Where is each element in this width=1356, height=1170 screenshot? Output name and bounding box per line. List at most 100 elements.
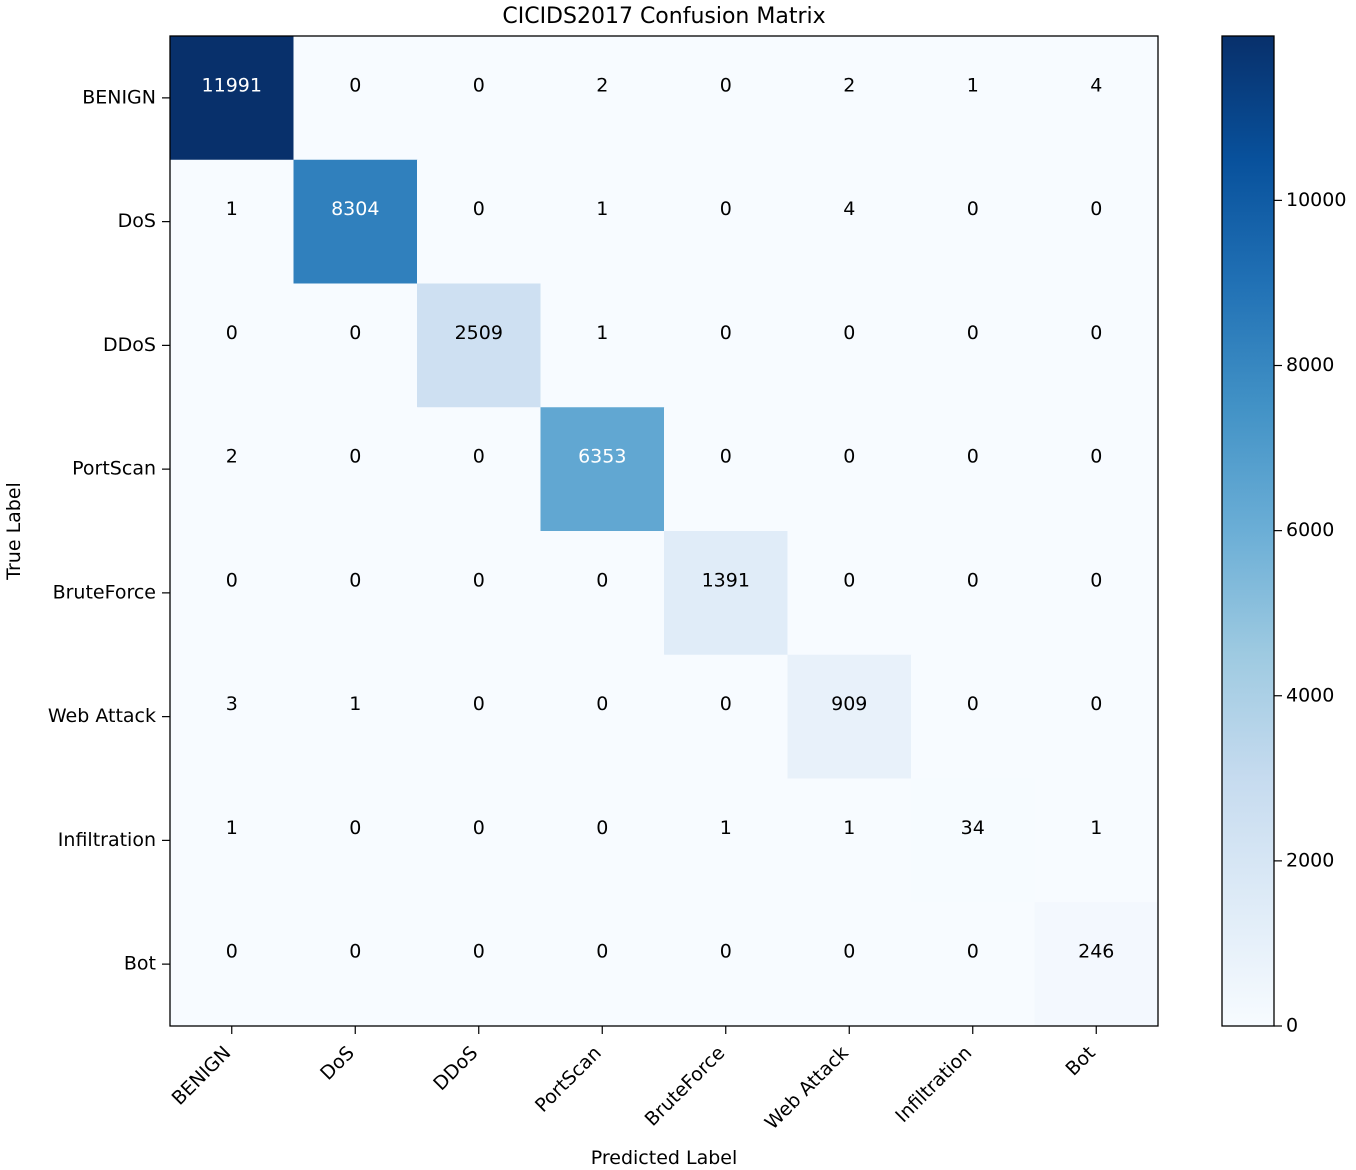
cell-value-labels: 11991 0 0 2 0 2 1 4 1 8304 0 1 0 4 0 0 0 0 2509 1 0 0 0 0 2 0 0 635…: [202, 74, 1115, 962]
heatmap-cell: [1034, 159, 1159, 284]
cell-value-label: 1: [843, 817, 855, 839]
colorbar-tick-label: 0: [1286, 1015, 1298, 1037]
colorbar-tick-label: 2000: [1286, 849, 1334, 871]
colorbar-tick-label: 8000: [1286, 354, 1334, 376]
x-tick-label-ddos: DDoS: [429, 1042, 482, 1095]
heatmap-cell: [1034, 902, 1159, 1027]
cell-value-label: 0: [720, 74, 732, 96]
heatmap-cell: [293, 36, 418, 161]
colorbar-tick-label: 4000: [1286, 684, 1334, 706]
cell-value-label: 1: [226, 817, 238, 839]
heatmap-cell: [1034, 407, 1159, 532]
x-tick-label-bot: Bot: [1062, 1042, 1100, 1080]
heatmap-cell: [170, 407, 294, 532]
heatmap-cell: [540, 36, 665, 161]
heatmap-cell: [293, 778, 418, 903]
heatmap-cell: [1034, 654, 1159, 779]
heatmap-cell: [417, 159, 541, 284]
heatmap-cell: [664, 778, 788, 903]
cell-value-label: 909: [831, 693, 867, 715]
colorbar-tick-label: 10000: [1286, 189, 1346, 211]
heatmap-cell: [417, 902, 541, 1027]
y-tick-label-bot: Bot: [124, 953, 156, 975]
heatmap-cell: [540, 407, 665, 532]
heatmap-cell: [417, 283, 541, 408]
cell-value-label: 0: [1090, 569, 1102, 591]
cell-value-label: 0: [349, 74, 361, 96]
colorbar: [1221, 35, 1275, 1027]
heatmap-cell: [787, 654, 912, 779]
cell-value-label: 0: [349, 446, 361, 468]
y-tick-label-bruteforce: BruteForce: [53, 581, 156, 603]
cell-value-label: 0: [967, 446, 979, 468]
heatmap-cell: [293, 283, 418, 408]
cell-value-label: 0: [967, 322, 979, 344]
cell-value-label: 1: [226, 198, 238, 220]
cell-value-label: 0: [967, 693, 979, 715]
x-tick-label-infiltration: Infiltration: [891, 1042, 976, 1127]
heatmap-cell: [540, 902, 665, 1027]
heatmap-cell: [911, 407, 1035, 532]
cell-value-label: 0: [967, 569, 979, 591]
cell-value-label: 1: [1090, 817, 1102, 839]
plot-frame: [169, 35, 1159, 1027]
heatmap-cell: [787, 159, 912, 284]
cell-value-label: 1391: [702, 569, 750, 591]
heatmap-cell: [170, 902, 294, 1027]
cell-value-label: 0: [596, 569, 608, 591]
cell-value-label: 8304: [331, 198, 379, 220]
cell-value-label: 2: [843, 74, 855, 96]
cell-value-label: 0: [843, 446, 855, 468]
heatmap-cell: [1034, 283, 1159, 408]
cell-value-label: 0: [473, 817, 485, 839]
heatmap-cell: [787, 902, 912, 1027]
cell-value-label: 0: [596, 941, 608, 963]
cell-value-label: 0: [473, 941, 485, 963]
cell-value-label: 0: [226, 322, 238, 344]
heatmap-cell: [170, 531, 294, 656]
cell-value-label: 0: [843, 941, 855, 963]
heatmap-cell: [293, 531, 418, 656]
heatmap-cell: [664, 283, 788, 408]
heatmap-cell: [540, 531, 665, 656]
y-tick-label-portscan: PortScan: [72, 458, 156, 480]
cell-value-label: 2: [596, 74, 608, 96]
heatmap-cell: [911, 778, 1035, 903]
y-axis-ticks: BENIGN DoS DDoS PortScan BruteForce Web Attac…: [48, 86, 170, 975]
cell-value-label: 1: [720, 817, 732, 839]
cell-value-label: 0: [720, 693, 732, 715]
heatmap-cell: [787, 36, 912, 161]
heatmap-cell: [417, 36, 541, 161]
cell-value-label: 0: [1090, 446, 1102, 468]
heatmap-cell: [664, 531, 788, 656]
cell-value-label: 0: [843, 322, 855, 344]
cell-value-label: 0: [720, 198, 732, 220]
cell-value-label: 2509: [455, 322, 503, 344]
heatmap-cell: [293, 902, 418, 1027]
heatmap-cell: [664, 159, 788, 284]
cell-value-label: 0: [843, 569, 855, 591]
heatmap-cell: [664, 407, 788, 532]
cell-value-label: 0: [473, 74, 485, 96]
cell-value-label: 0: [720, 446, 732, 468]
x-tick-label-benign: BENIGN: [168, 1042, 236, 1110]
heatmap-cell: [540, 159, 665, 284]
cell-value-label: 0: [967, 941, 979, 963]
cell-value-label: 0: [1090, 198, 1102, 220]
heatmap-cell: [911, 159, 1035, 284]
cell-value-label: 0: [473, 569, 485, 591]
cell-value-label: 0: [720, 322, 732, 344]
cell-value-label: 246: [1078, 941, 1114, 963]
cell-value-label: 1: [349, 693, 361, 715]
heatmap-cell: [1034, 531, 1159, 656]
heatmap-cell: [911, 36, 1035, 161]
y-tick-label-ddos: DDoS: [103, 334, 156, 356]
heatmap-cell: [664, 654, 788, 779]
heatmap-cell: [911, 654, 1035, 779]
cell-value-label: 0: [226, 569, 238, 591]
heatmap-cell: [540, 283, 665, 408]
heatmap-cell: [170, 283, 294, 408]
cell-value-label: 0: [473, 198, 485, 220]
x-tick-label-dos: DoS: [316, 1042, 359, 1085]
